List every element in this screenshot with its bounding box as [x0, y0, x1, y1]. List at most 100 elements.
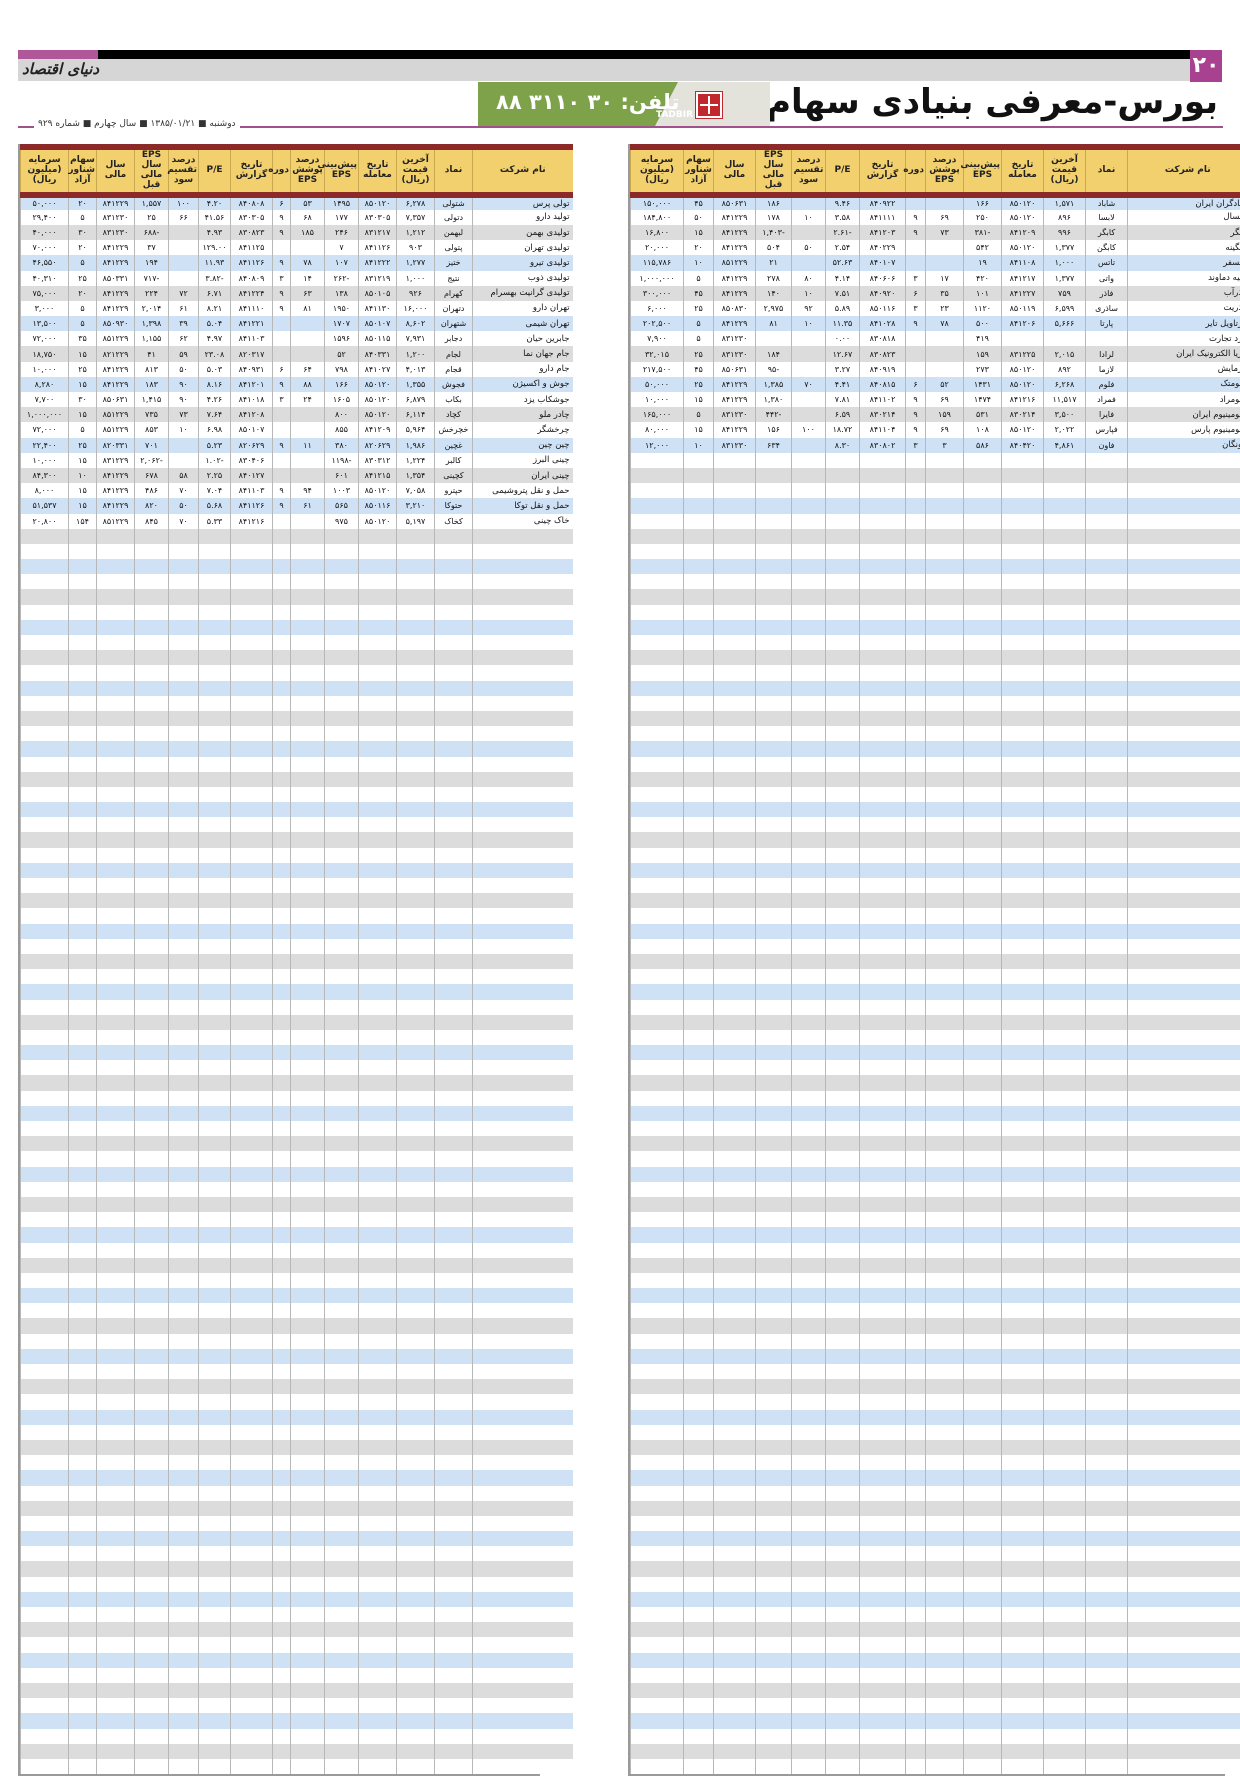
table-cell — [755, 589, 792, 605]
table-cell — [963, 1333, 1002, 1349]
table-cell — [68, 847, 97, 863]
table-cell — [434, 1409, 473, 1425]
table-cell — [683, 1272, 714, 1289]
table-cell: ۱۱.۹۳ — [198, 255, 231, 271]
table-cell — [68, 1758, 97, 1775]
table-cell — [324, 1075, 359, 1091]
table-cell — [290, 1333, 325, 1349]
table-cell — [859, 710, 906, 727]
table-cell — [272, 832, 291, 848]
table-cell — [1001, 635, 1044, 651]
company-name-cell: آبسال — [1127, 209, 1240, 225]
table-cell — [630, 1045, 684, 1061]
table-cell — [134, 878, 169, 894]
company-name-cell: جام دارو — [472, 361, 573, 377]
table-cell — [1001, 1348, 1044, 1364]
table-cell — [1085, 1166, 1128, 1182]
table-cell — [396, 528, 435, 544]
table-cell — [825, 938, 860, 954]
table-cell — [230, 665, 273, 681]
table-cell — [859, 1090, 906, 1106]
table-cell — [713, 1242, 756, 1258]
table-row — [630, 756, 1240, 772]
table-cell — [324, 1409, 359, 1425]
table-cell — [68, 1531, 97, 1547]
table-cell: ۶۳۴ — [755, 437, 792, 453]
table-cell — [905, 1060, 926, 1076]
table-cell: ۱,۱۵۵ — [134, 331, 169, 347]
table-cell — [168, 1029, 199, 1046]
table-row — [630, 1743, 1240, 1759]
table-cell — [168, 1014, 199, 1030]
table-cell — [134, 1424, 169, 1440]
table-cell — [905, 802, 926, 818]
table-cell — [68, 619, 97, 635]
table-cell — [198, 650, 231, 666]
table-cell — [963, 817, 1002, 833]
table-cell — [713, 650, 756, 666]
table-cell: تاتس — [1085, 255, 1128, 271]
table-cell — [434, 908, 473, 924]
table-row — [20, 574, 573, 590]
table-cell — [20, 543, 69, 560]
table-row — [630, 680, 1240, 696]
table-cell — [134, 847, 169, 863]
table-cell — [168, 619, 199, 635]
table-cell — [791, 1364, 826, 1380]
table-cell — [713, 1060, 756, 1076]
table-cell — [230, 1303, 273, 1319]
table-cell: ۲۰ — [683, 240, 714, 256]
table-cell — [290, 452, 325, 468]
table-cell — [290, 908, 325, 924]
table-cell — [290, 771, 325, 787]
table-cell — [168, 1318, 199, 1334]
table-cell — [358, 1212, 397, 1228]
table-cell — [290, 953, 325, 970]
table-row — [20, 1166, 573, 1182]
table-cell: ۸۴۱۲۰۶ — [1001, 316, 1044, 332]
table-cell — [683, 908, 714, 924]
table-row — [20, 559, 573, 575]
table-cell — [1043, 1257, 1086, 1273]
table-cell — [713, 1622, 756, 1638]
table-cell — [713, 832, 756, 848]
table-cell — [925, 862, 964, 878]
table-cell — [905, 1105, 926, 1121]
table-row — [630, 574, 1240, 590]
table-cell — [290, 1652, 325, 1668]
table-row — [630, 695, 1240, 711]
table-cell — [68, 999, 97, 1015]
table-cell — [791, 1409, 826, 1425]
table-cell — [791, 1318, 826, 1334]
table-cell — [791, 437, 826, 453]
table-cell: ۸۵۰۱۲۰ — [1001, 240, 1044, 256]
table-cell: ۴.۱۴ — [825, 270, 860, 286]
table-cell — [134, 1196, 169, 1213]
table-cell — [859, 1394, 906, 1410]
table-cell — [230, 1272, 273, 1289]
table-cell — [396, 1622, 435, 1638]
table-cell — [630, 528, 684, 544]
table-cell: ۸۳۰۸۲۳ — [859, 346, 906, 362]
table-cell — [230, 1546, 273, 1562]
table-cell — [324, 650, 359, 666]
table-cell — [713, 528, 756, 544]
table-row: آلومرادفمراد۱۱,۵۱۷۸۴۱۲۱۶۱۴۷۴۶۹۹۸۴۱۱۰۲۷.۸… — [630, 392, 1240, 408]
table-cell — [1085, 1713, 1128, 1729]
table-cell — [230, 574, 273, 590]
table-row — [630, 589, 1240, 605]
table-cell — [272, 1045, 291, 1061]
table-cell: -۱,۴۰۳ — [755, 224, 792, 241]
table-cell: ۴۱ — [134, 346, 169, 362]
table-cell — [20, 1637, 69, 1653]
table-cell — [20, 635, 69, 651]
table-cell — [1001, 1652, 1044, 1668]
table-cell — [434, 1333, 473, 1349]
table-cell: شاباد — [1085, 194, 1128, 210]
company-name-cell — [1127, 650, 1240, 666]
table-cell — [630, 1439, 684, 1456]
table-cell — [1085, 604, 1128, 620]
table-cell: ۹ — [272, 376, 291, 392]
table-cell — [68, 984, 97, 1000]
table-cell: ۸۵۰۱۱۶ — [358, 498, 397, 514]
